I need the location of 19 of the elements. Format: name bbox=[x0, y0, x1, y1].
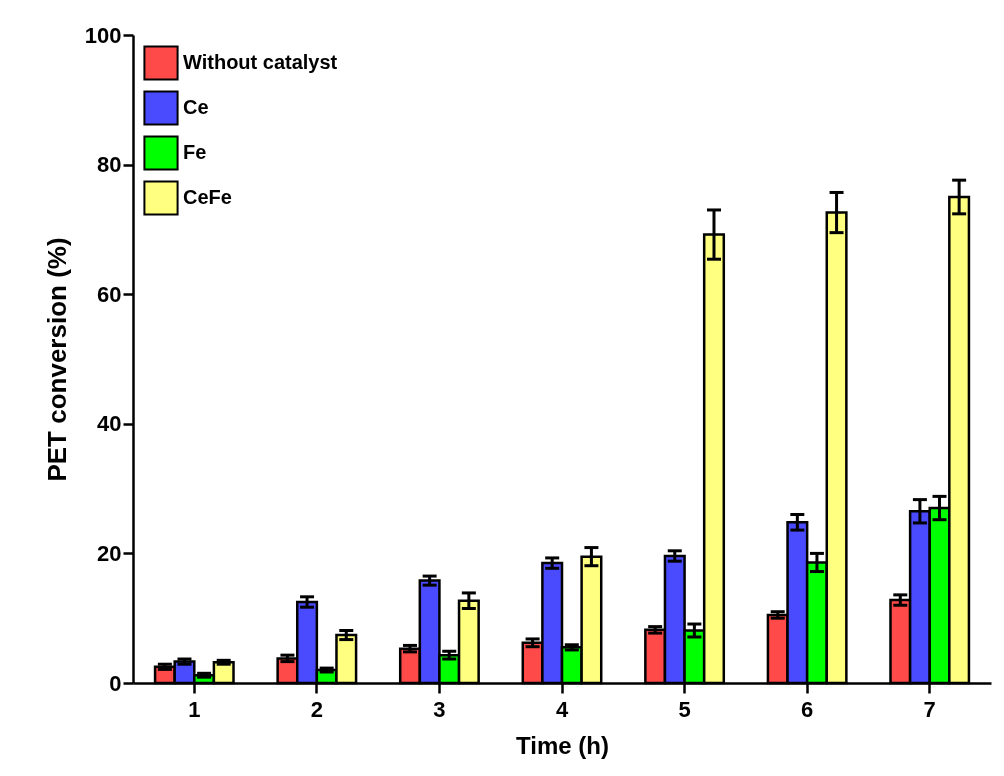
x-tick-label: 3 bbox=[433, 696, 446, 722]
y-tick-label: 20 bbox=[97, 540, 122, 566]
x-tick-label: 6 bbox=[801, 696, 814, 722]
y-axis-title: PET conversion (%) bbox=[41, 237, 72, 482]
y-tick-label: 80 bbox=[97, 152, 122, 178]
x-tick-label: 4 bbox=[555, 696, 569, 722]
legend-label: Fe bbox=[183, 141, 207, 163]
legend-label: CeFe bbox=[183, 186, 232, 208]
y-tick-label: 100 bbox=[84, 22, 122, 48]
y-tick-label: 60 bbox=[97, 281, 122, 307]
legend-label: Ce bbox=[183, 96, 209, 118]
y-tick-label: 0 bbox=[109, 670, 122, 696]
x-axis-title: Time (h) bbox=[516, 731, 609, 759]
x-tick-label: 7 bbox=[923, 696, 936, 722]
x-tick-label: 5 bbox=[678, 696, 691, 722]
legend-label: Without catalyst bbox=[183, 51, 338, 73]
y-tick-label: 40 bbox=[97, 411, 122, 437]
x-tick-label: 1 bbox=[188, 696, 201, 722]
x-tick-label: 2 bbox=[310, 696, 323, 722]
